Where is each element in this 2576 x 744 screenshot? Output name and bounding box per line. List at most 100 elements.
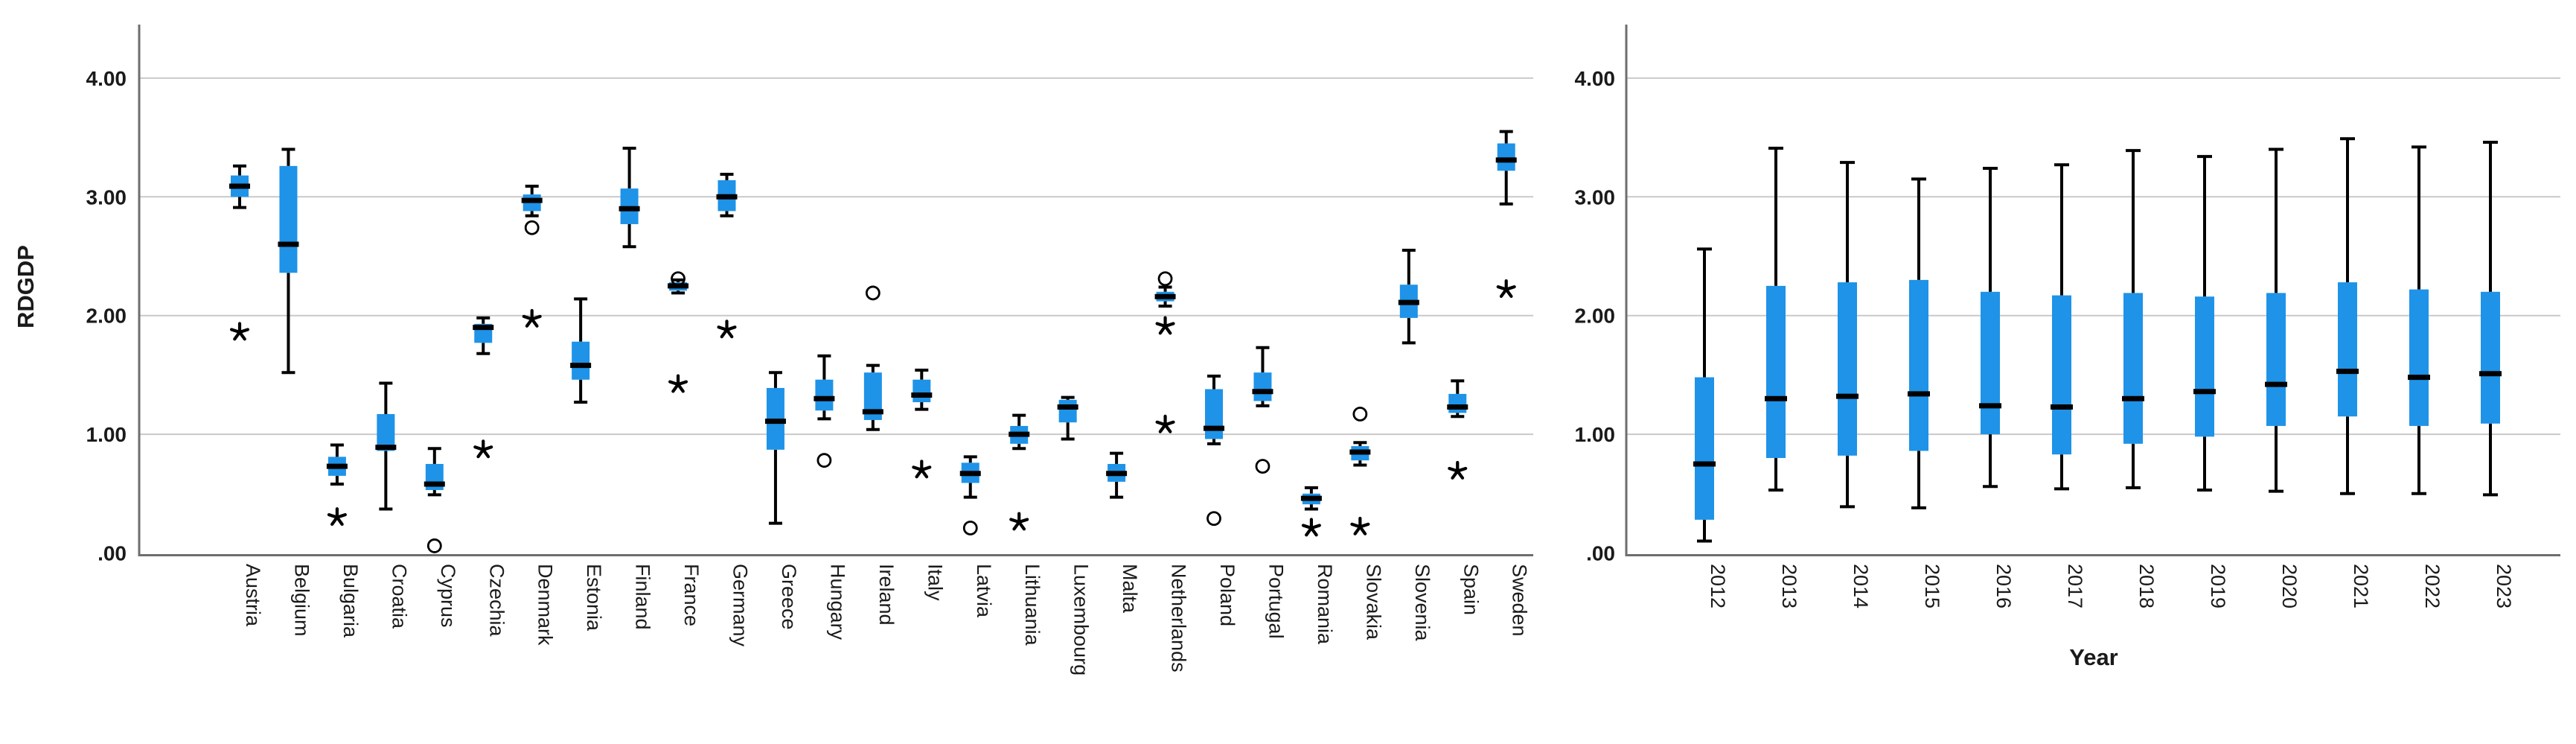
outlier-circle-marker xyxy=(1255,459,1271,474)
boxplot-2012 xyxy=(1693,247,1716,543)
boxplot-france xyxy=(668,271,689,393)
y-tick-label: 2.00 xyxy=(1575,305,1616,328)
outlier-circle-marker xyxy=(1352,407,1368,422)
outlier-circle-marker xyxy=(426,538,442,553)
iqr-box xyxy=(2052,295,2071,455)
x-category-label: 2016 xyxy=(1992,564,2015,608)
boxplot-croatia xyxy=(375,381,397,511)
y-tick-label: 1.00 xyxy=(1575,423,1616,446)
x-category-label: 2022 xyxy=(2421,564,2444,608)
boxplot-portugal xyxy=(1252,346,1273,474)
boxplot-2017 xyxy=(2051,163,2073,491)
iqr-box xyxy=(1695,377,1714,520)
boxplot-austria xyxy=(229,164,250,341)
iqr-box xyxy=(1448,393,1467,413)
extreme-asterisk-marker xyxy=(1301,518,1321,537)
boxplot-sweden xyxy=(1495,130,1517,299)
boxplot-finland xyxy=(619,146,640,249)
outlier-circle-marker xyxy=(816,453,832,468)
extreme-asterisk-marker xyxy=(327,507,347,527)
x-category-label: Croatia xyxy=(388,564,410,629)
iqr-box xyxy=(2266,293,2286,426)
boxplot-cyprus xyxy=(424,447,445,553)
y-tick-label: 3.00 xyxy=(1575,185,1616,209)
x-category-label: France xyxy=(680,564,703,626)
boxplot-latvia xyxy=(959,455,981,535)
outlier-circle-marker xyxy=(524,220,540,235)
x-category-label: 2012 xyxy=(1707,564,1729,608)
outlier-circle-marker xyxy=(962,521,978,535)
extreme-asterisk-marker xyxy=(473,439,493,459)
x-category-label: Czechia xyxy=(485,564,508,638)
x-category-label: Ireland xyxy=(875,564,898,626)
boxplot-spain xyxy=(1447,379,1468,480)
x-category-label: Lithuania xyxy=(1021,564,1043,646)
iqr-box xyxy=(2338,282,2357,417)
x-category-label: 2019 xyxy=(2207,564,2229,608)
boxplot-2015 xyxy=(1908,177,1930,509)
iqr-box xyxy=(1909,279,1928,451)
extreme-asterisk-marker xyxy=(1155,316,1175,335)
y-tick-label: 1.00 xyxy=(86,423,127,446)
extreme-asterisk-marker xyxy=(229,322,250,341)
x-category-label: 2015 xyxy=(1921,564,1943,608)
extreme-asterisk-marker xyxy=(1350,516,1370,535)
boxplot-hungary xyxy=(814,354,835,468)
iqr-box xyxy=(279,165,298,273)
x-category-label: Italy xyxy=(924,564,946,601)
y-tick-label: 3.00 xyxy=(86,185,127,209)
boxplot-italy xyxy=(911,369,933,479)
boxplot-bulgaria xyxy=(326,443,348,527)
x-category-label: 2020 xyxy=(2278,564,2301,608)
boxplot-belgium xyxy=(278,147,299,375)
x-category-label: Cyprus xyxy=(437,564,459,628)
iqr-box xyxy=(2481,291,2500,424)
iqr-box xyxy=(1205,389,1223,439)
x-category-label: Latvia xyxy=(973,564,995,618)
x-category-label: Luxembourg xyxy=(1070,564,1093,675)
extreme-asterisk-marker xyxy=(1155,414,1175,433)
iqr-box xyxy=(2123,293,2143,444)
x-category-label: Spain xyxy=(1460,564,1482,615)
boxplot-malta xyxy=(1106,451,1128,499)
iqr-box xyxy=(1497,143,1515,171)
y-tick-label: 4.00 xyxy=(1575,67,1616,90)
boxplot-2020 xyxy=(2265,147,2287,493)
x-category-label: Netherlands xyxy=(1168,564,1190,673)
boxplot-germany xyxy=(716,173,738,339)
x-category-label: Romania xyxy=(1314,564,1336,645)
iqr-box xyxy=(2195,296,2214,437)
iqr-box xyxy=(1838,282,1857,456)
boxplot-2016 xyxy=(1979,167,2001,489)
x-category-label: 2017 xyxy=(2064,564,2086,608)
x-category-label: Portugal xyxy=(1265,564,1287,639)
boxplot-2022 xyxy=(2408,145,2430,495)
boxplot-romania xyxy=(1300,486,1322,537)
panel-rdgdp-by-country: 4.00 3.00 2.00 1.00 .00 Austria Belgium Bulgari… xyxy=(13,25,1533,675)
x-category-label: 2013 xyxy=(1778,564,1800,608)
x-category-label: Germany xyxy=(729,564,752,647)
extreme-asterisk-marker xyxy=(522,308,542,328)
boxplot-2021 xyxy=(2336,137,2359,495)
x-category-label: 2014 xyxy=(1850,564,1872,608)
boxplot-ireland xyxy=(862,285,883,431)
extreme-asterisk-marker xyxy=(717,319,737,339)
boxplot-luxembourg xyxy=(1057,395,1078,441)
boxplot-lithuania xyxy=(1009,413,1030,531)
x-category-label: 2021 xyxy=(2350,564,2372,608)
extreme-asterisk-marker xyxy=(1496,279,1516,299)
y-tick-label: .00 xyxy=(1586,542,1615,565)
extreme-asterisk-marker xyxy=(1009,512,1029,531)
boxplot-poland xyxy=(1204,374,1224,527)
outlier-circle-marker xyxy=(1157,271,1173,287)
boxplot-czechia xyxy=(473,316,494,459)
x-category-label: Estonia xyxy=(583,564,605,632)
panel-rdgdp-by-year: 4.00 3.00 2.00 1.00 .00 2012 2013 2014 2015 2016 2… xyxy=(1575,25,2560,670)
y-axis-title: RDGDP xyxy=(13,245,39,328)
y-tick-label: .00 xyxy=(98,542,127,565)
x-category-label: Denmark xyxy=(534,564,557,646)
outlier-circle-marker xyxy=(865,285,880,301)
extreme-asterisk-marker xyxy=(668,374,688,393)
boxplot-denmark xyxy=(521,184,543,328)
